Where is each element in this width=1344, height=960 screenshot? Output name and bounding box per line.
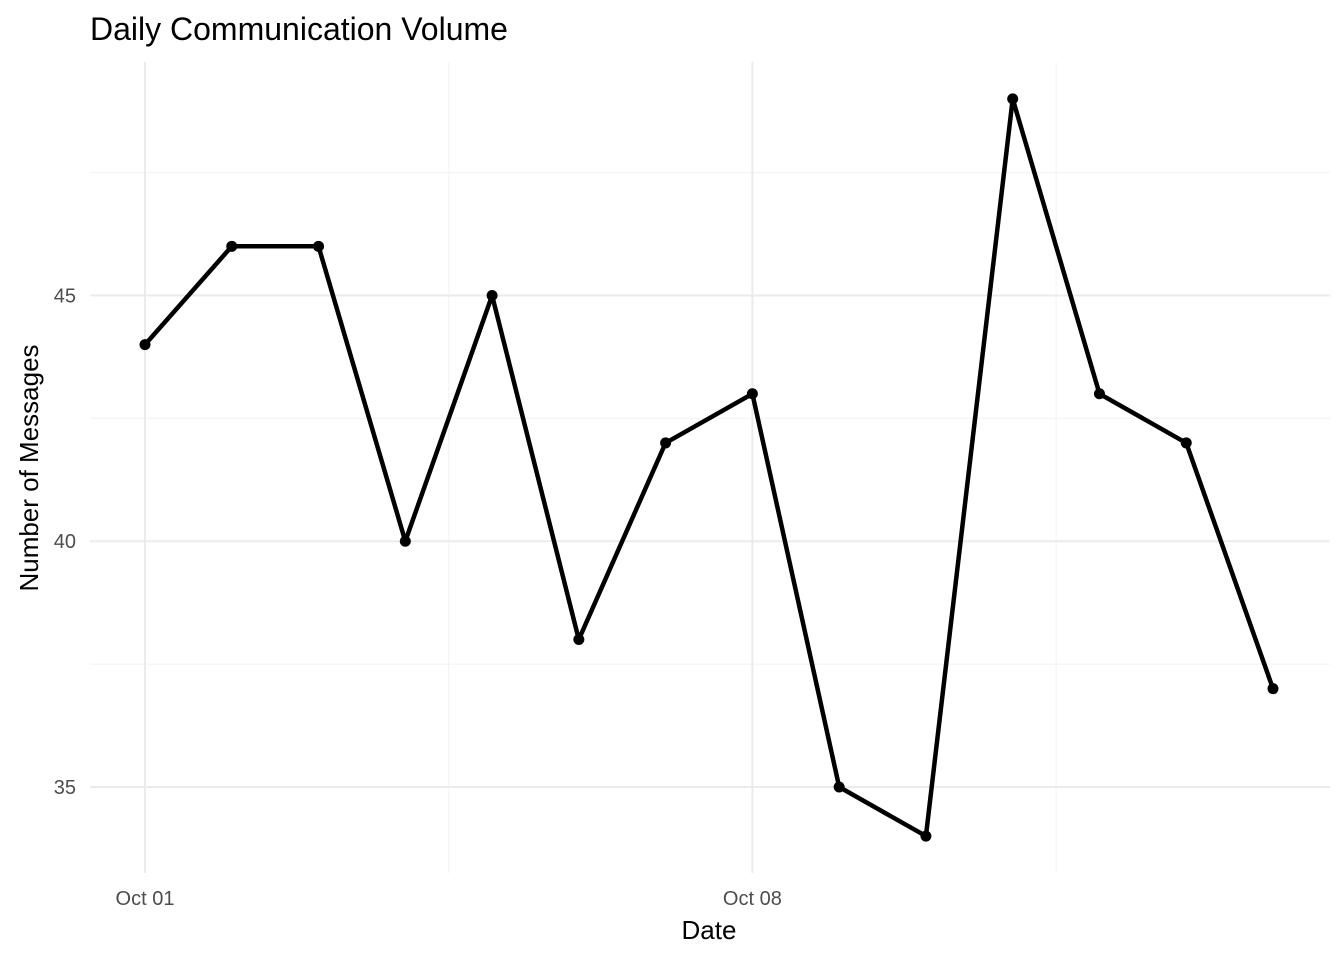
y-tick-label: 40 (54, 531, 76, 553)
series-line (142, 96, 1276, 839)
x-axis-label: Date (682, 915, 737, 945)
x-tick-label: Oct 01 (116, 888, 175, 910)
data-point (313, 240, 325, 252)
data-point (746, 388, 758, 400)
y-tick-label: 45 (54, 285, 76, 307)
x-axis-ticks: Oct 01 Oct 08 (116, 888, 782, 910)
data-point (1267, 683, 1279, 695)
y-tick-label: 35 (54, 777, 76, 799)
y-axis-label: Number of Messages (14, 344, 44, 591)
y-axis-ticks: 35 40 45 (54, 285, 76, 799)
data-point (139, 339, 151, 351)
data-point (486, 289, 498, 301)
data-point (833, 781, 845, 793)
data-point (226, 240, 238, 252)
data-point (1007, 93, 1019, 105)
data-point (920, 830, 932, 842)
data-point (1093, 388, 1105, 400)
data-point (399, 535, 411, 547)
grid (90, 62, 1330, 873)
data-point (1180, 437, 1192, 449)
data-point (573, 634, 585, 646)
data-point (660, 437, 672, 449)
series-layer (139, 93, 1279, 842)
chart-title: Daily Communication Volume (90, 11, 508, 47)
x-tick-label: Oct 08 (723, 888, 782, 910)
